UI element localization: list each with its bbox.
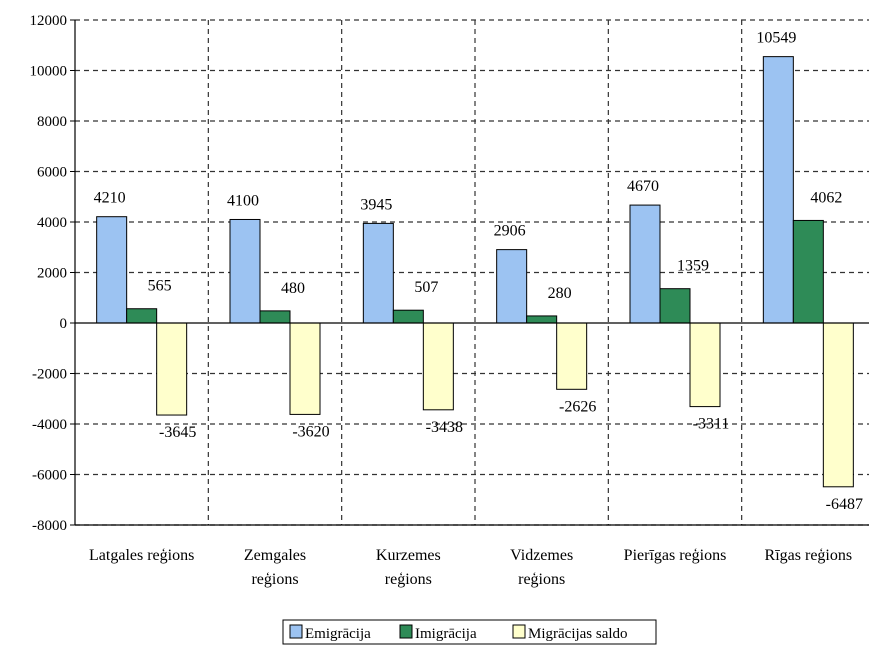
data-label: 565 [148,278,172,295]
bar [556,322,588,390]
legend-swatch [399,624,413,639]
data-label: 507 [414,279,438,296]
legend-box [282,619,657,645]
data-label: 10549 [756,30,796,47]
data-label: 480 [281,280,305,297]
bar [496,249,528,324]
bar [526,315,558,324]
data-label: -3620 [292,423,329,440]
y-tick-label: -8000 [32,518,67,534]
data-label: -6487 [826,496,863,513]
legend: Emigrācija Imigrācija Migrācijas saldo [282,619,657,645]
bar [156,322,188,416]
bar [629,204,661,324]
bar [689,322,721,408]
bar [229,218,261,324]
category-label: Vidzemes [510,547,573,564]
data-label: -3438 [426,419,463,436]
category-label: Kurzemes [376,547,441,564]
bar [659,288,691,324]
data-label: 4210 [94,190,126,207]
category-label: Zemgales [244,547,306,564]
legend-swatch [289,624,303,639]
data-label: 4100 [227,192,259,209]
y-tick-labels: 12000 10000 8000 6000 4000 2000 0 -2000 -4000 -60… [30,13,68,534]
y-tick-label: 6000 [37,165,67,181]
data-label: 3945 [360,196,392,213]
y-tick-label: -4000 [32,417,67,433]
data-label: -3645 [159,424,196,441]
bar [792,219,824,324]
y-tick-label: -6000 [32,468,67,484]
bar [96,216,128,324]
bar [362,222,394,324]
category-label: reģions [251,571,298,588]
data-label: 4062 [810,189,842,206]
bar [289,322,321,415]
category-label: Rīgas reģions [765,547,853,564]
y-tick-label: 10000 [30,64,68,80]
bar [259,310,291,324]
legend-label: Emigrācija [305,626,371,642]
data-label: -3311 [693,416,730,433]
bar [422,322,454,411]
data-label: 280 [548,285,572,302]
legend-label: Imigrācija [415,626,477,642]
y-tick-label: -2000 [32,367,67,383]
category-label: reģions [518,571,565,588]
y-tick-label: 4000 [37,215,67,231]
bar [822,322,854,488]
category-label: Pierīgas reģions [624,547,727,564]
data-label: 2906 [494,223,526,240]
legend-label: Migrācijas saldo [528,626,628,642]
data-label: 4670 [627,178,659,195]
data-label: 1359 [677,258,709,275]
category-label: Latgales reģions [89,547,194,564]
category-label: reģions [385,571,432,588]
y-tick-label: 0 [60,316,68,332]
legend-swatch [512,624,526,639]
y-tick-label: 8000 [37,114,67,130]
bar [126,308,158,324]
data-label: -2626 [559,398,596,415]
data-labels: 4210 565 -3645 4100 480 -3620 3945 507 -3438 2906… [94,30,863,513]
y-tick-label: 12000 [30,13,68,29]
gridlines [75,19,869,526]
bar [762,56,794,324]
bar [392,309,424,324]
axes [70,19,869,526]
category-labels: Latgales reģions Zemgales reģions Kurzemes r… [89,547,852,588]
y-tick-label: 2000 [37,266,67,282]
bars [96,56,854,488]
